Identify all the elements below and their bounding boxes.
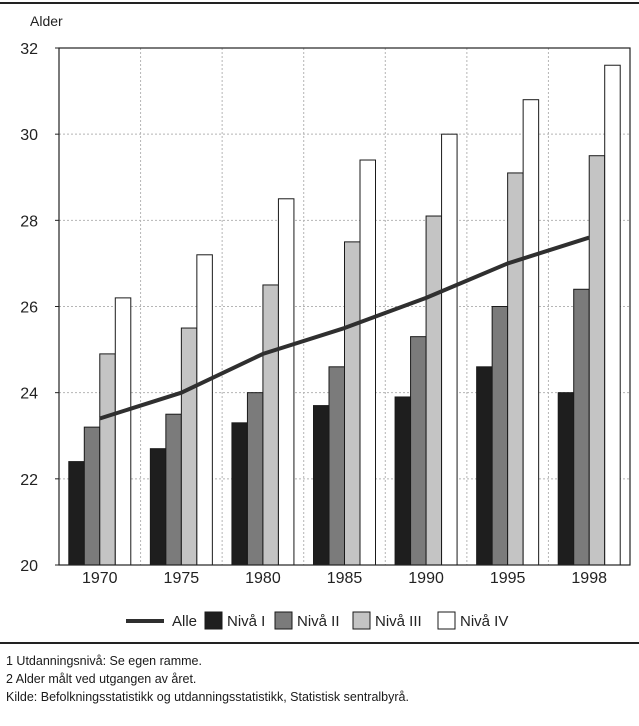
legend-swatch-niv-ii	[274, 611, 293, 630]
bar-niv-iv-1990	[441, 133, 458, 566]
bar-niv-iv-1970	[114, 297, 132, 566]
bar-niv-iii-1975	[180, 327, 198, 566]
bar-niv-iv-1980	[277, 198, 295, 566]
top-rule	[0, 2, 639, 4]
note-source: Kilde: Befolkningsstatistikk og utdannin…	[6, 690, 409, 704]
bar-niv-ii-1970	[83, 426, 101, 566]
bar-niv-iii-1980	[262, 284, 279, 566]
y-tick-label: 28	[20, 213, 38, 230]
bar-niv-i-1985	[313, 405, 330, 566]
x-tick-labels: 1970 1975 1980 1985 1990 1995 1998	[82, 570, 607, 587]
bar-niv-ii-1985	[328, 366, 345, 566]
bar-niv-iii-1998	[588, 155, 606, 566]
x-tick-label: 1985	[327, 570, 363, 587]
y-axis-label: Alder	[30, 13, 63, 29]
notes: 1 Utdanningsnivå: Se egen ramme. 2 Alder…	[6, 652, 636, 706]
bar-niv-ii-1990	[410, 336, 427, 566]
y-tick-label: 26	[20, 300, 38, 317]
note-2: 2 Alder målt ved utgangen av året.	[6, 672, 197, 686]
chart: Alder 20 22 24 26 28 30 32 1970 1975 1980 1985 199…	[20, 13, 631, 630]
legend-label-niv-i: Nivå I	[227, 613, 265, 630]
y-tick-labels: 20 22 24 26 28 30 32	[20, 41, 59, 575]
bar-niv-iv-1985	[359, 159, 376, 566]
bar-niv-iii-1995	[507, 172, 524, 566]
bar-niv-iii-1990	[425, 215, 443, 566]
y-tick-label: 20	[20, 558, 38, 575]
legend-swatch-niv-i	[204, 611, 223, 630]
legend-label-niv-iv: Nivå IV	[460, 613, 508, 630]
bar-niv-i-1990	[394, 396, 412, 566]
bar-niv-i-1975	[149, 448, 167, 566]
note-1: 1 Utdanningsnivå: Se egen ramme.	[6, 654, 202, 668]
legend-swatch-niv-iv	[437, 611, 456, 630]
bar-niv-i-1970	[68, 461, 85, 566]
bar-niv-ii-1995	[491, 306, 509, 566]
bar-niv-i-1998	[557, 392, 575, 566]
legend-rule	[0, 642, 639, 644]
x-tick-label: 1980	[245, 570, 281, 587]
y-tick-label: 30	[20, 127, 38, 144]
bar-niv-i-1980	[231, 422, 248, 566]
x-tick-label: 1998	[571, 570, 607, 587]
bar-niv-iv-1975	[196, 254, 213, 566]
legend-label-niv-ii: Nivå II	[297, 613, 340, 630]
bar-niv-iii-1970	[99, 353, 116, 566]
y-tick-label: 22	[20, 472, 38, 489]
y-tick-label: 24	[20, 386, 38, 403]
legend: Alle Nivå I Nivå II Nivå III Nivå IV	[126, 611, 508, 630]
bar-niv-iv-1998	[604, 64, 621, 566]
bar-niv-iv-1995	[522, 99, 540, 566]
bar-niv-ii-1975	[165, 413, 182, 566]
x-tick-label: 1995	[490, 570, 526, 587]
bar-niv-ii-1998	[573, 288, 590, 566]
series-line-alle	[99, 235, 590, 421]
legend-label-niv-iii: Nivå III	[375, 613, 422, 630]
bar-niv-ii-1980	[246, 392, 264, 566]
y-tick-label: 32	[20, 41, 38, 58]
bar-niv-iii-1985	[344, 241, 361, 566]
x-tick-label: 1970	[82, 570, 118, 587]
legend-swatch-niv-iii	[352, 611, 371, 630]
x-tick-label: 1975	[164, 570, 200, 587]
bar-niv-i-1995	[476, 366, 493, 566]
bars	[68, 64, 621, 566]
legend-label-alle: Alle	[172, 613, 197, 630]
x-tick-label: 1990	[408, 570, 444, 587]
